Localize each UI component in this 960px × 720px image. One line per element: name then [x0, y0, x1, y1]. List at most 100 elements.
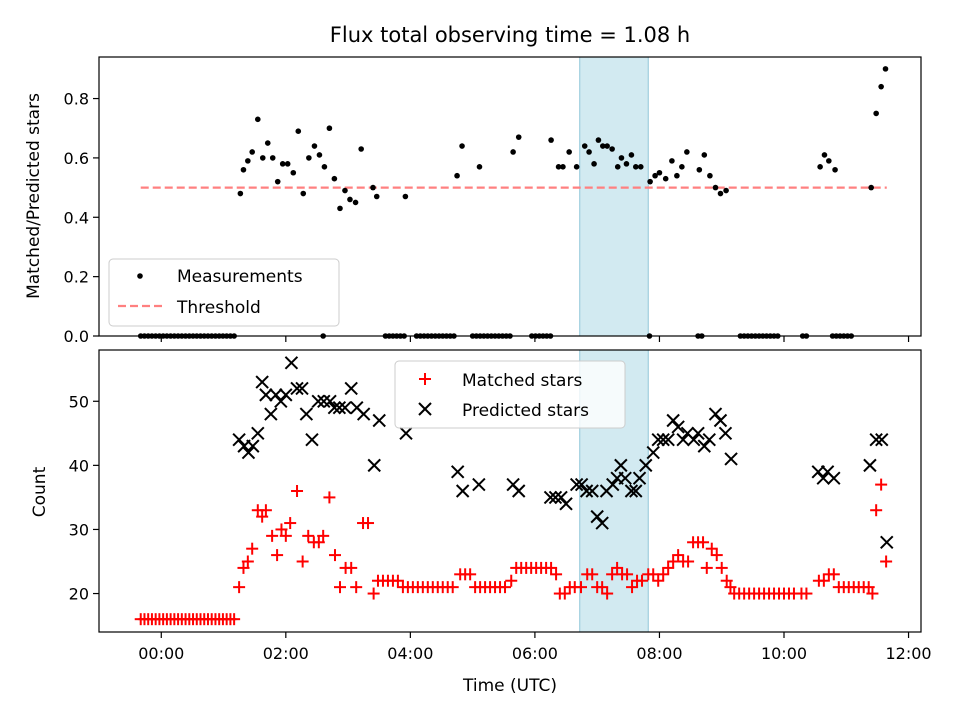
- bottom-y-axis-label: Count: [30, 466, 50, 517]
- matched-star-point: [233, 581, 246, 594]
- matched-star-point: [550, 568, 563, 581]
- matched-star-point: [880, 555, 893, 568]
- matched-star-point: [720, 574, 733, 587]
- predicted-star-point: [632, 471, 647, 485]
- measurement-point: [290, 169, 297, 176]
- matched-star-point: [672, 549, 685, 562]
- measurement-point: [637, 164, 644, 170]
- measurement-point: [510, 149, 516, 155]
- matched-star-point: [505, 574, 518, 587]
- predicted-star-point: [579, 484, 594, 498]
- predicted-star-point: [305, 433, 319, 447]
- predicted-star-point: [338, 400, 352, 415]
- matched-star-point: [345, 561, 358, 574]
- matched-star-point: [362, 517, 375, 530]
- measurement-point: [656, 169, 663, 176]
- predicted-star-point: [574, 477, 589, 492]
- measurement-point: [264, 140, 271, 146]
- top-legend-box: [108, 258, 340, 327]
- measurement-point: [245, 158, 251, 164]
- predicted-star-point: [279, 388, 293, 402]
- measurement-point: [316, 152, 323, 158]
- measurement-point: [707, 172, 713, 179]
- measurement-point: [882, 66, 889, 72]
- measurement-point: [295, 128, 302, 135]
- bottom-y-tick-label: 50: [69, 392, 89, 411]
- predicted-star-point: [676, 433, 690, 447]
- measurement-point: [826, 158, 832, 164]
- measurement-point: [586, 149, 592, 155]
- measurement-point: [311, 143, 318, 149]
- bottom-panel: 20 30 40 50 00:00 02:00 04:00 06:00 08:00 10:00 12…: [30, 349, 932, 696]
- measurement-point: [604, 143, 610, 149]
- predicted-star-point: [816, 471, 830, 485]
- top-panel: 0.00.20.40.60.8 Matched/Predicted stars …: [24, 56, 922, 346]
- predicted-star-point: [255, 375, 269, 389]
- measurement-point: [632, 164, 639, 170]
- measurement-point: [878, 83, 884, 90]
- predicted-star-point: [367, 458, 381, 473]
- predicted-star-point: [344, 381, 358, 396]
- predicted-star-point: [372, 413, 386, 428]
- predicted-star-point: [295, 381, 309, 396]
- predicted-star-point: [569, 477, 584, 492]
- measurement-point: [717, 190, 724, 197]
- matched-star-point: [682, 555, 695, 568]
- matched-star-point: [866, 587, 879, 600]
- measurement-point: [331, 175, 338, 182]
- matched-star-point: [652, 574, 665, 587]
- measurement-point: [284, 161, 291, 167]
- predicted-star-point: [671, 420, 685, 434]
- measurement-point: [373, 193, 380, 200]
- measurement-point: [279, 161, 286, 167]
- predicted-star-point: [595, 516, 609, 530]
- measurement-point: [723, 187, 729, 194]
- measurement-point: [662, 175, 669, 182]
- predicted-star-point: [624, 484, 639, 498]
- predicted-star-point: [702, 433, 716, 447]
- matched-star-point: [296, 555, 309, 568]
- predicted-star-point: [264, 407, 278, 421]
- measurement-point: [679, 164, 685, 170]
- matched-star-point: [657, 568, 670, 581]
- matched-star-point: [700, 561, 713, 574]
- predicted-star-point: [274, 394, 288, 408]
- matched-star-point: [266, 529, 279, 542]
- x-tick-label: 04:00: [387, 644, 433, 663]
- matched-star-point: [302, 529, 315, 542]
- measurement-point: [274, 178, 281, 185]
- matched-star-point: [827, 568, 840, 581]
- predicted-star-point: [259, 388, 273, 402]
- matched-star-point: [446, 581, 459, 594]
- measurement-point: [599, 143, 606, 149]
- measurement-point: [873, 110, 879, 117]
- predicted-star-point: [311, 394, 325, 408]
- measurement-point: [347, 196, 353, 203]
- measurement-point: [515, 134, 522, 140]
- matched-star-point: [333, 581, 346, 594]
- measurement-point: [573, 164, 580, 170]
- bottom-legend-box: [394, 360, 626, 429]
- predicted-star-point: [251, 426, 265, 441]
- bottom-legend: Matched stars Predicted stars: [394, 360, 626, 429]
- measurement-point: [581, 143, 588, 149]
- top-y-tick-label: 0.0: [64, 327, 89, 346]
- measurement-point: [817, 164, 823, 170]
- measurement-point: [555, 164, 562, 170]
- predicted-star-point: [548, 490, 563, 505]
- predicted-star-point: [327, 400, 342, 415]
- predicted-star-point: [614, 458, 628, 473]
- matched-star-point: [323, 491, 336, 504]
- predicted-star-point: [656, 433, 670, 447]
- measurement-point: [591, 161, 597, 167]
- matched-star-point: [499, 581, 512, 594]
- bottom-axes-frame: [98, 349, 922, 633]
- matched-star-point: [271, 549, 284, 562]
- predicted-star-point: [697, 439, 711, 453]
- predicted-star-point: [269, 388, 283, 402]
- predicted-star-point: [317, 394, 331, 408]
- legend-threshold-label: Threshold: [176, 298, 261, 318]
- matched-star-point: [464, 568, 477, 581]
- measurement-point: [269, 155, 276, 161]
- measurement-point: [548, 137, 554, 143]
